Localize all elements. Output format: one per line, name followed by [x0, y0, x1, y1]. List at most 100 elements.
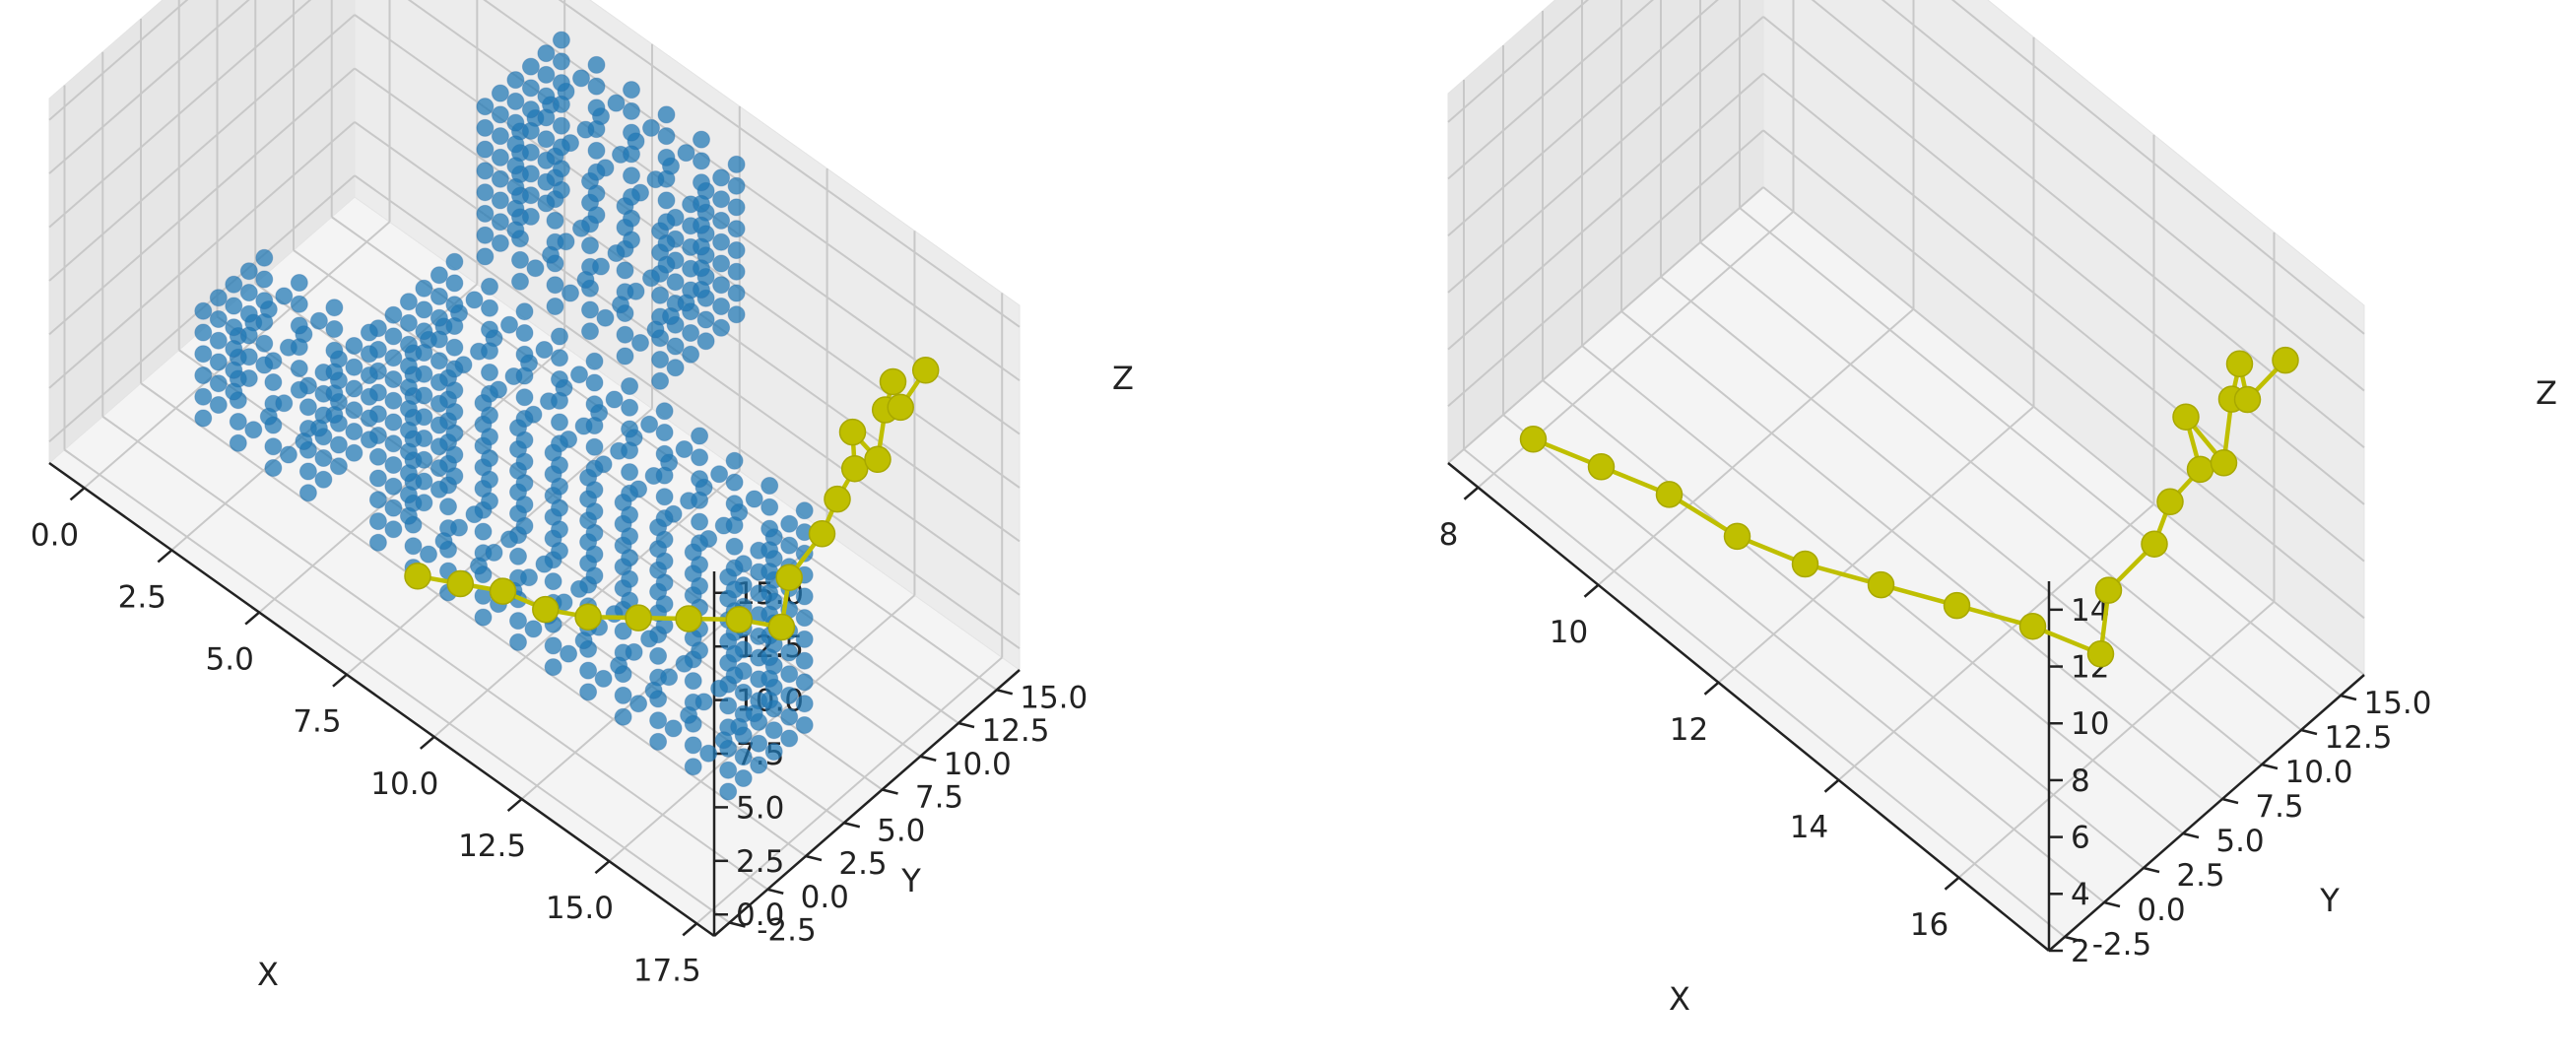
right-y-tick [2261, 763, 2279, 770]
left-data-marks [194, 31, 940, 801]
left-voxel-point [445, 252, 464, 271]
left-voxel-point [515, 324, 534, 342]
left-voxel-point [696, 332, 715, 351]
left-voxel-point [194, 323, 213, 342]
left-voxel-point [677, 294, 695, 312]
left-voxel-point [290, 360, 308, 377]
right-grid-z-back [1762, 72, 2365, 563]
left-voxel-point [368, 469, 387, 488]
left-voxel-point [429, 287, 448, 305]
left-voxel-point [515, 431, 534, 449]
left-voxel-point [552, 180, 570, 199]
left-voxel-point [491, 84, 509, 102]
left-voxel-point [481, 277, 498, 296]
left-voxel-point [506, 113, 525, 132]
left-y-tick-label: 7.5 [915, 780, 963, 816]
left-voxel-point [225, 275, 243, 294]
right-grid-z-side [1447, 72, 1764, 351]
right-grid-z-back [1950, 0, 2365, 335]
left-voxel-point [657, 213, 676, 232]
right-x-tick-label: 12 [1670, 712, 1708, 748]
right-path-point [2094, 576, 2123, 604]
right-zlabel: Z [2536, 374, 2557, 412]
left-path-point [767, 613, 796, 641]
left-voxel-point [623, 187, 640, 206]
left-voxel-point [607, 94, 626, 112]
left-voxel-point [684, 736, 702, 755]
left-voxel-point [587, 184, 606, 203]
left-voxel-point [693, 259, 710, 278]
left-voxel-point [760, 648, 779, 667]
left-voxel-point [795, 587, 814, 606]
left-voxel-point [657, 105, 676, 124]
left-voxel-point [621, 569, 639, 588]
left-voxel-point [209, 310, 228, 328]
right-data-marks [1519, 346, 2299, 668]
left-voxel-point [581, 236, 599, 255]
right-path-point [1587, 453, 1616, 481]
left-voxel-point [537, 151, 556, 169]
left-voxel-point [429, 266, 448, 285]
left-voxel-point [194, 366, 213, 384]
left-path-point [838, 418, 867, 446]
left-voxel-point [544, 636, 562, 655]
left-voxel-point [666, 359, 685, 377]
left-voxel-point [725, 473, 744, 492]
left-voxel-point [585, 417, 604, 434]
right-grid-z-side [1447, 0, 1590, 123]
left-voxel-point [481, 449, 498, 468]
left-voxel-point [780, 707, 799, 726]
left-voxel-point [725, 516, 744, 535]
left-voxel-point [621, 527, 639, 546]
left-voxel-point [614, 622, 632, 640]
left-voxel-point [725, 537, 744, 556]
left-voxel-point [657, 234, 676, 252]
left-voxel-point [734, 769, 753, 787]
left-voxel-point [621, 377, 639, 395]
left-voxel-point [298, 462, 317, 481]
left-voxel-point [360, 366, 378, 384]
left-voxel-point [552, 160, 570, 178]
left-voxel-point [521, 121, 540, 140]
left-voxel-point [537, 108, 556, 127]
left-voxel-point [657, 127, 676, 146]
left-x-tick-label: 12.5 [458, 829, 526, 864]
left-voxel-point [585, 437, 604, 456]
left-voxel-point [476, 140, 495, 159]
right-grid-y-floor [1739, 207, 2342, 697]
left-grid-x-floor [346, 407, 653, 676]
left-voxel-point [691, 427, 709, 445]
left-voxel-point [515, 366, 534, 385]
left-voxel-point [750, 734, 768, 753]
left-voxel-point [399, 506, 418, 525]
left-voxel-point [255, 334, 274, 353]
left-voxel-point [194, 301, 213, 320]
right-x-axis-line [1447, 462, 2050, 952]
left-voxel-point [614, 686, 632, 704]
left-voxel-point [691, 470, 709, 489]
left-voxel-point [623, 101, 640, 120]
right-y-tick-label: 0.0 [2137, 893, 2185, 928]
left-voxel-point [325, 406, 344, 424]
right-path-point [2225, 350, 2254, 378]
left-voxel-point [415, 386, 433, 405]
left-voxel-point [345, 443, 363, 462]
left-voxel-point [666, 273, 685, 292]
left-voxel-point [764, 721, 783, 740]
left-voxel-point [780, 686, 799, 704]
right-grid-x-floor [1717, 405, 2035, 684]
left-voxel-point [511, 272, 529, 291]
left-voxel-point [760, 477, 779, 495]
left-voxel-point [552, 52, 570, 71]
left-voxel-point [572, 219, 590, 237]
left-voxel-point [481, 470, 498, 489]
left-voxel-point [725, 644, 744, 663]
left-voxel-point [345, 401, 363, 420]
left-x-tick-label: 17.5 [633, 953, 701, 988]
left-voxel-point [570, 579, 588, 598]
left-voxel-point [368, 533, 387, 552]
left-voxel-point [655, 509, 674, 528]
left-voxel-point [660, 668, 679, 687]
left-voxel-point [384, 434, 403, 453]
left-voxel-point [581, 300, 599, 319]
